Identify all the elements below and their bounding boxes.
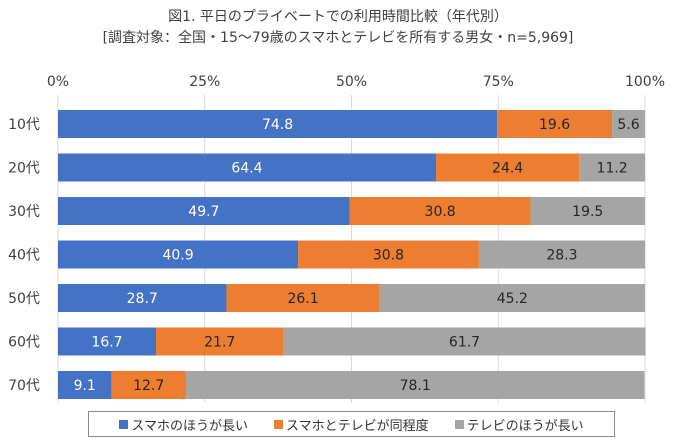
- legend-label: テレビのほうが長い: [466, 418, 584, 434]
- bar-segment: [58, 284, 227, 312]
- bar-segment: [497, 110, 613, 138]
- data-label: 28.7: [127, 291, 158, 307]
- x-tick-label: 100%: [625, 74, 665, 90]
- data-label: 19.5: [572, 204, 603, 220]
- data-label: 40.9: [162, 248, 193, 264]
- chart-subtitle: [調査対象：全国・15～79歳のスマホとテレビを所有する男女・n=5,969]: [102, 30, 574, 46]
- legend-item: テレビのほうが長い: [454, 415, 584, 434]
- y-category-label: 20代: [8, 161, 40, 177]
- data-label: 21.7: [204, 335, 235, 351]
- data-label: 28.3: [546, 248, 577, 264]
- bar-segment: [185, 371, 645, 399]
- y-category-label: 60代: [8, 335, 40, 351]
- bar-segment: [58, 371, 112, 399]
- bar-segment: [58, 197, 350, 225]
- bar-segment: [58, 327, 157, 356]
- y-category-label: 10代: [8, 117, 40, 133]
- legend-item: スマホとテレビが同程度: [273, 415, 429, 434]
- data-label: 30.8: [373, 248, 404, 264]
- x-tick-label: 25%: [189, 74, 220, 90]
- bar-segment: [530, 197, 645, 225]
- bar-segment: [478, 240, 645, 269]
- legend-item: スマホのほうが長い: [119, 415, 248, 434]
- bar-segment: [349, 197, 531, 225]
- data-label: 9.1: [74, 378, 96, 394]
- data-label: 49.7: [188, 204, 219, 220]
- y-category-label: 30代: [8, 204, 40, 220]
- data-label: 78.1: [400, 378, 431, 394]
- bar-segment: [612, 110, 645, 138]
- data-label: 11.2: [597, 161, 628, 177]
- data-label: 12.7: [133, 378, 164, 394]
- data-label: 5.6: [617, 117, 639, 133]
- legend-swatch: [119, 419, 129, 429]
- bar-segment: [379, 284, 645, 312]
- legend-label: スマホのほうが長い: [131, 418, 248, 434]
- data-label: 64.4: [231, 161, 262, 177]
- data-label: 19.6: [539, 117, 570, 133]
- bar-segment: [226, 284, 380, 312]
- bar-segment: [436, 153, 580, 182]
- data-label: 24.4: [492, 161, 523, 177]
- y-category-label: 50代: [8, 291, 40, 307]
- data-label: 45.2: [497, 291, 528, 307]
- y-category-label: 70代: [8, 378, 40, 394]
- bar-segment: [111, 371, 186, 399]
- chart-title: 図1. 平日のプライベートでの利用時間比較（年代別）: [168, 9, 508, 25]
- x-tick-label: 0%: [47, 74, 69, 90]
- bar-segment: [283, 327, 646, 356]
- bar-segment: [58, 153, 437, 182]
- x-tick-label: 75%: [483, 74, 514, 90]
- legend-swatch: [454, 419, 464, 429]
- bar-segment: [58, 240, 299, 269]
- legend-label: スマホとテレビが同程度: [285, 418, 429, 434]
- x-tick-label: 50%: [336, 74, 367, 90]
- data-label: 74.8: [262, 117, 293, 133]
- legend: スマホのほうが長い スマホとテレビが同程度 テレビのほうが長い: [88, 411, 615, 437]
- data-label: 26.1: [287, 291, 318, 307]
- legend-swatch: [273, 419, 283, 429]
- bar-segment: [298, 240, 479, 269]
- bar-segment: [579, 153, 645, 182]
- data-label: 16.7: [91, 335, 122, 351]
- data-label: 30.8: [425, 204, 456, 220]
- data-label: 61.7: [449, 335, 480, 351]
- bar-segment: [58, 110, 498, 138]
- bar-segment: [156, 327, 284, 356]
- y-category-label: 40代: [8, 248, 40, 264]
